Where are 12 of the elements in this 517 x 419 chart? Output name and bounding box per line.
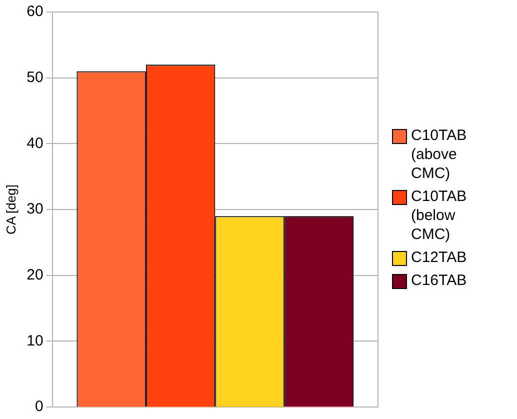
y-tick-label: 30 [26,200,44,218]
legend-label: C10TAB (below CMC) [411,186,468,244]
legend-label: C16TAB [411,270,468,290]
y-tick-label: 20 [26,266,44,284]
y-tick-label: 10 [26,332,44,350]
legend-label: C10TAB (above CMC) [411,126,468,182]
y-tick-label: 40 [26,134,44,152]
legend-label: C12TAB [411,248,468,266]
y-tick-label: 60 [26,3,44,20]
y-axis-title: CA [deg] [3,184,18,234]
y-tick-label: 50 [26,68,44,86]
y-tick-label: 0 [34,398,44,416]
